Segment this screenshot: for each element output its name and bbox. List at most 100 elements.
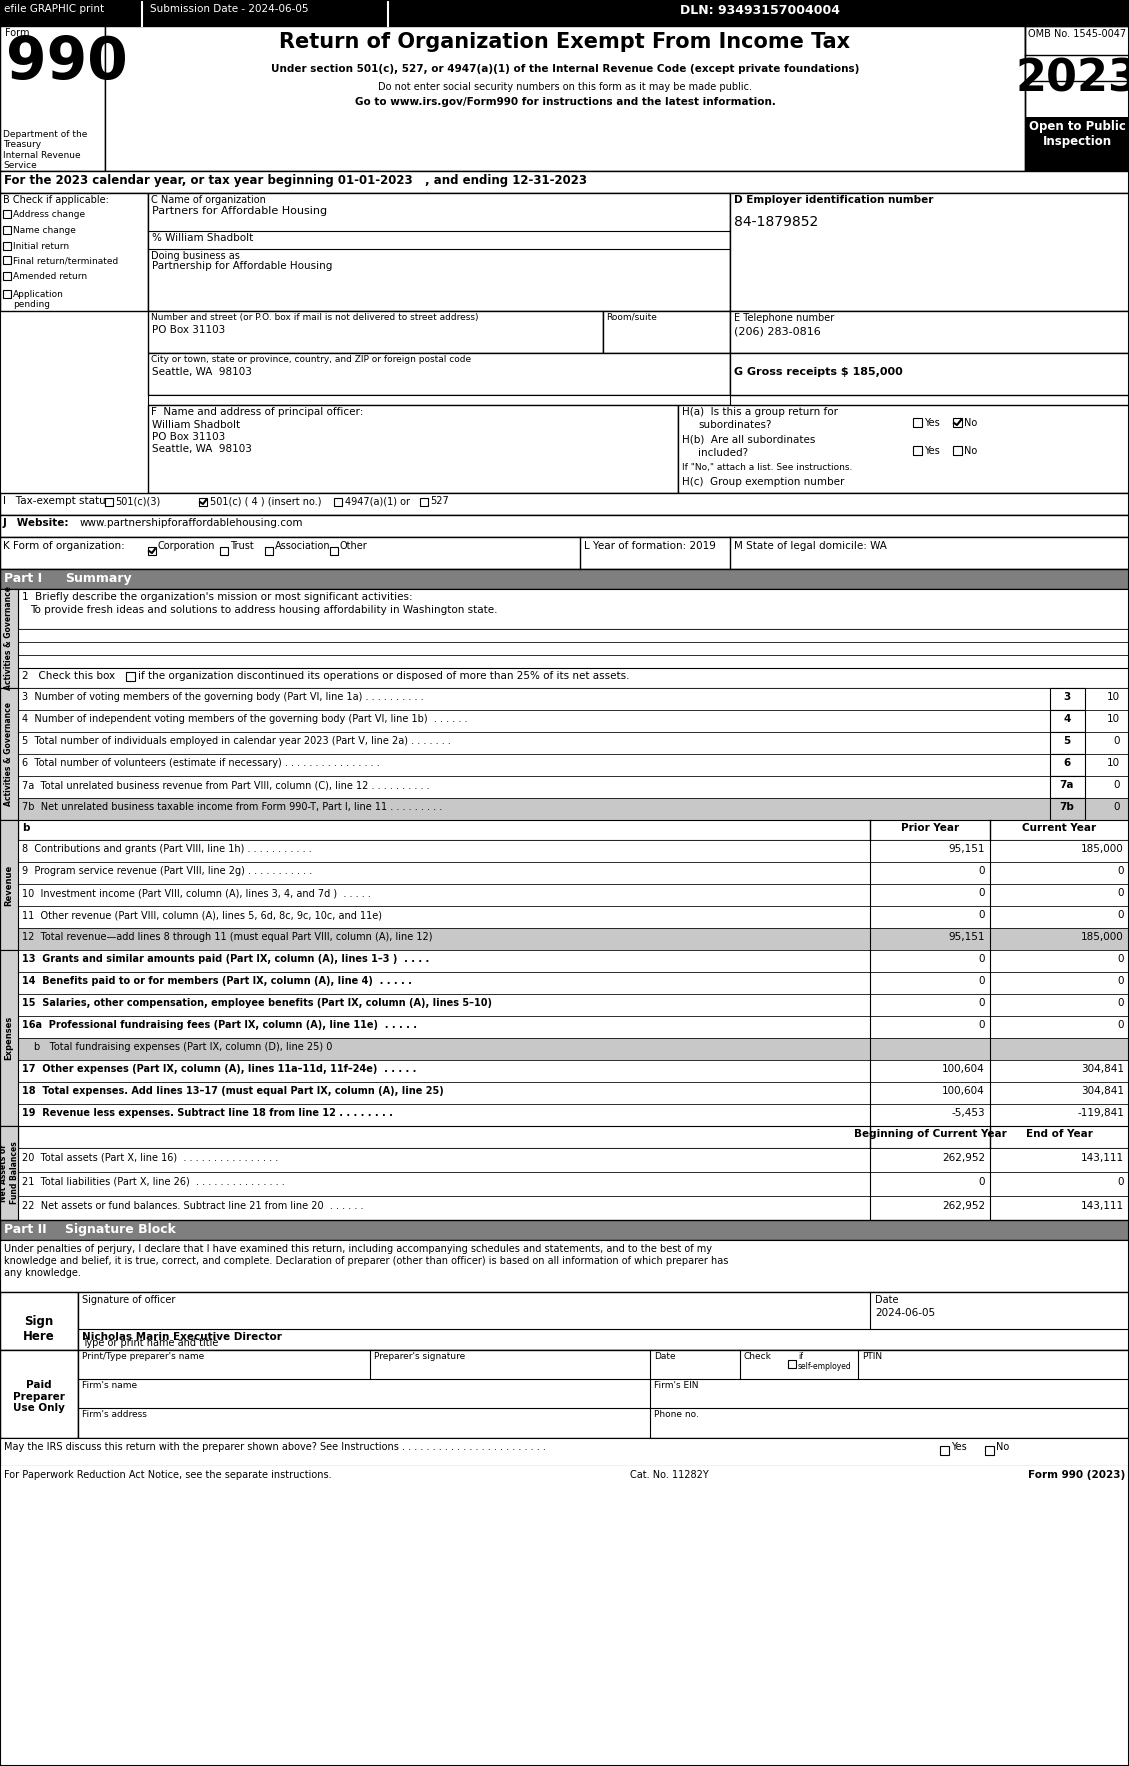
Text: No: No <box>964 447 978 456</box>
Text: 501(c)(3): 501(c)(3) <box>115 496 160 507</box>
Text: Sign
Here: Sign Here <box>23 1316 55 1342</box>
Bar <box>18 798 1129 819</box>
Bar <box>18 1083 1129 1104</box>
Bar <box>0 689 18 819</box>
Text: if
self-employed: if self-employed <box>798 1353 851 1372</box>
Text: 95,151: 95,151 <box>948 932 984 941</box>
Bar <box>1025 117 1129 171</box>
Text: 143,111: 143,111 <box>1080 1201 1124 1211</box>
Text: 11  Other revenue (Part VIII, column (A), lines 5, 6d, 8c, 9c, 10c, and 11e): 11 Other revenue (Part VIII, column (A),… <box>21 909 382 920</box>
Text: 16a  Professional fundraising fees (Part IX, column (A), line 11e)  . . . . .: 16a Professional fundraising fees (Part … <box>21 1021 417 1030</box>
Text: 0: 0 <box>979 998 984 1008</box>
Text: included?: included? <box>698 449 749 457</box>
Text: End of Year: End of Year <box>1025 1128 1093 1139</box>
Text: No: No <box>964 419 978 427</box>
Bar <box>1025 26 1129 81</box>
Text: 185,000: 185,000 <box>1082 844 1124 855</box>
Bar <box>1050 798 1085 819</box>
Text: 2023: 2023 <box>1015 58 1129 101</box>
Bar <box>105 26 1025 171</box>
Text: C Name of organization: C Name of organization <box>151 194 265 205</box>
Bar <box>0 569 1129 590</box>
Bar <box>18 668 1129 689</box>
Bar <box>0 1293 78 1349</box>
Bar <box>679 404 1129 493</box>
Bar <box>18 971 1129 994</box>
Text: 527: 527 <box>430 496 448 507</box>
Bar <box>0 537 1129 569</box>
Text: If "No," attach a list. See instructions.: If "No," attach a list. See instructions… <box>682 463 852 472</box>
Text: 0: 0 <box>1113 802 1120 812</box>
Text: Under penalties of perjury, I declare that I have examined this return, includin: Under penalties of perjury, I declare th… <box>5 1243 712 1254</box>
Text: 0: 0 <box>1118 977 1124 985</box>
Bar <box>220 547 228 555</box>
Text: 21  Total liabilities (Part X, line 26)  . . . . . . . . . . . . . . .: 21 Total liabilities (Part X, line 26) .… <box>21 1176 285 1187</box>
Text: 84-1879852: 84-1879852 <box>734 215 819 230</box>
Bar <box>18 927 1129 950</box>
Bar <box>0 493 1129 516</box>
Text: Department of the
Treasury
Internal Revenue
Service: Department of the Treasury Internal Reve… <box>3 131 87 170</box>
Text: Beginning of Current Year: Beginning of Current Year <box>854 1128 1006 1139</box>
Bar <box>913 419 922 427</box>
Bar <box>730 311 1129 353</box>
Bar <box>3 272 11 281</box>
Text: 990: 990 <box>6 34 128 92</box>
Bar <box>984 1446 994 1455</box>
Text: H(a)  Is this a group return for: H(a) Is this a group return for <box>682 406 838 417</box>
Bar <box>0 516 1129 537</box>
Text: Type or print name and title: Type or print name and title <box>82 1339 218 1347</box>
Text: I   Tax-exempt status:: I Tax-exempt status: <box>3 496 115 507</box>
Text: No: No <box>996 1443 1009 1452</box>
Bar <box>148 396 730 404</box>
Text: Nicholas Marin Executive Director: Nicholas Marin Executive Director <box>82 1332 282 1342</box>
Text: 1  Briefly describe the organization's mission or most significant activities:: 1 Briefly describe the organization's mi… <box>21 592 412 602</box>
Text: 12  Total revenue—add lines 8 through 11 (must equal Part VIII, column (A), line: 12 Total revenue—add lines 8 through 11 … <box>21 932 432 941</box>
Text: Doing business as: Doing business as <box>151 251 239 261</box>
Text: 4: 4 <box>1064 713 1070 724</box>
Text: 9  Program service revenue (Part VIII, line 2g) . . . . . . . . . . .: 9 Program service revenue (Part VIII, li… <box>21 865 313 876</box>
Bar <box>940 1446 949 1455</box>
Bar <box>0 1438 1129 1466</box>
Text: Number and street (or P.O. box if mail is not delivered to street address): Number and street (or P.O. box if mail i… <box>151 313 479 321</box>
Text: -5,453: -5,453 <box>952 1107 984 1118</box>
Text: K Form of organization:: K Form of organization: <box>3 540 124 551</box>
Text: Summary: Summary <box>65 572 132 585</box>
Bar <box>1050 710 1085 731</box>
Text: H(b)  Are all subordinates: H(b) Are all subordinates <box>682 434 815 445</box>
Text: 143,111: 143,111 <box>1080 1153 1124 1164</box>
Bar <box>420 498 428 507</box>
Text: Corporation: Corporation <box>158 540 216 551</box>
Text: Address change: Address change <box>14 210 85 219</box>
Bar <box>148 547 156 555</box>
Bar <box>330 547 338 555</box>
Text: B Check if applicable:: B Check if applicable: <box>3 194 108 205</box>
Bar <box>3 290 11 298</box>
Text: 100,604: 100,604 <box>943 1086 984 1097</box>
Text: J   Website:: J Website: <box>3 517 70 528</box>
Bar <box>0 1240 1129 1293</box>
Text: 0: 0 <box>1113 781 1120 789</box>
Bar <box>0 819 18 950</box>
Text: Firm's EIN: Firm's EIN <box>654 1381 699 1390</box>
Text: Current Year: Current Year <box>1022 823 1096 834</box>
Bar <box>3 242 11 251</box>
Text: 7a: 7a <box>1060 781 1075 789</box>
Text: 3: 3 <box>1064 692 1070 703</box>
Text: 10: 10 <box>1106 713 1120 724</box>
Text: efile GRAPHIC print: efile GRAPHIC print <box>5 4 104 14</box>
Text: To provide fresh ideas and solutions to address housing affordability in Washing: To provide fresh ideas and solutions to … <box>30 606 498 615</box>
Text: any knowledge.: any knowledge. <box>5 1268 81 1279</box>
Text: 0: 0 <box>1113 736 1120 745</box>
Text: 185,000: 185,000 <box>1082 932 1124 941</box>
Text: Association: Association <box>275 540 331 551</box>
Text: 304,841: 304,841 <box>1080 1063 1124 1074</box>
Text: E Telephone number: E Telephone number <box>734 313 834 323</box>
Bar <box>78 1293 1129 1349</box>
Bar <box>730 353 1129 396</box>
Text: PO Box 31103: PO Box 31103 <box>152 433 226 442</box>
Text: L Year of formation: 2019: L Year of formation: 2019 <box>584 540 716 551</box>
Text: Activities & Governance: Activities & Governance <box>5 703 14 805</box>
Text: M State of legal domicile: WA: M State of legal domicile: WA <box>734 540 887 551</box>
Text: PO Box 31103: PO Box 31103 <box>152 325 226 336</box>
Text: Seattle, WA  98103: Seattle, WA 98103 <box>152 443 252 454</box>
